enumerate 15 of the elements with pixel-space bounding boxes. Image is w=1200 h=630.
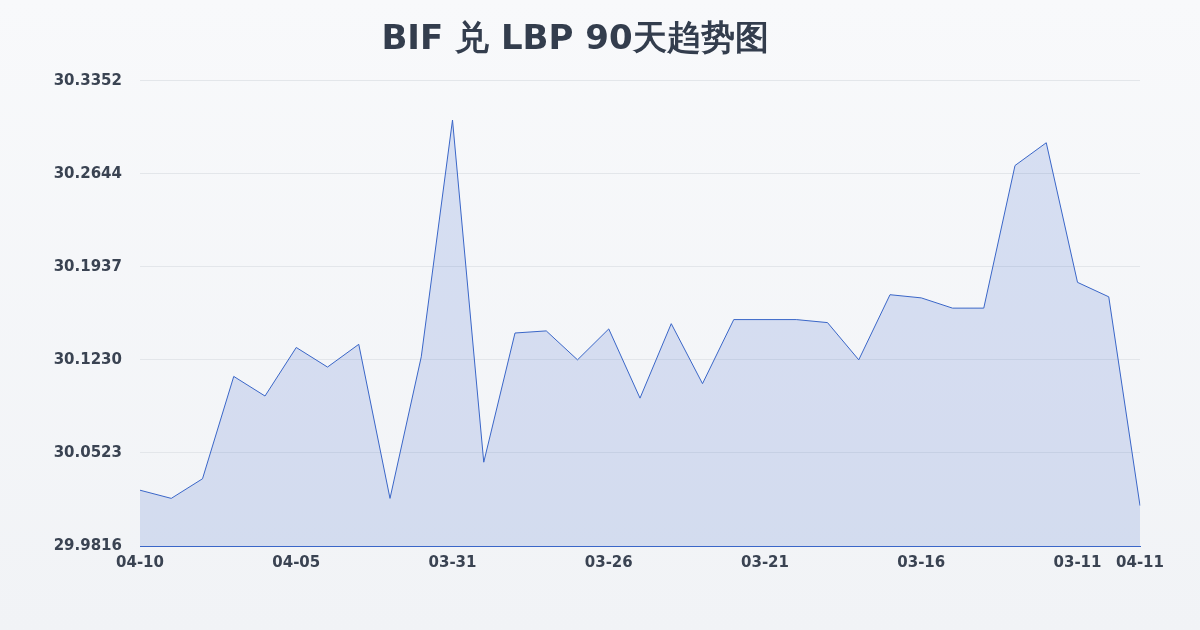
y-tick-label: 29.9816 bbox=[53, 535, 122, 554]
y-tick-label: 30.3352 bbox=[53, 70, 122, 89]
y-tick-label: 30.0523 bbox=[53, 442, 122, 461]
x-tick-label: 03-11 bbox=[1053, 552, 1102, 571]
x-tick-label: 04-11 bbox=[1116, 552, 1164, 571]
x-tick-label: 03-21 bbox=[741, 552, 789, 571]
x-tick-label: 03-26 bbox=[584, 552, 633, 571]
x-tick-label: 03-16 bbox=[897, 552, 946, 571]
x-tick-label: 03-31 bbox=[428, 552, 477, 571]
y-tick-label: 30.2644 bbox=[53, 163, 122, 182]
x-tick-label: 04-05 bbox=[272, 552, 321, 571]
x-tick-label: 04-10 bbox=[116, 552, 164, 571]
y-tick-label: 30.1230 bbox=[53, 349, 122, 368]
chart-title: BIF 兑 LBP 90天趋势图 bbox=[381, 17, 769, 58]
y-tick-label: 30.1937 bbox=[53, 256, 122, 275]
